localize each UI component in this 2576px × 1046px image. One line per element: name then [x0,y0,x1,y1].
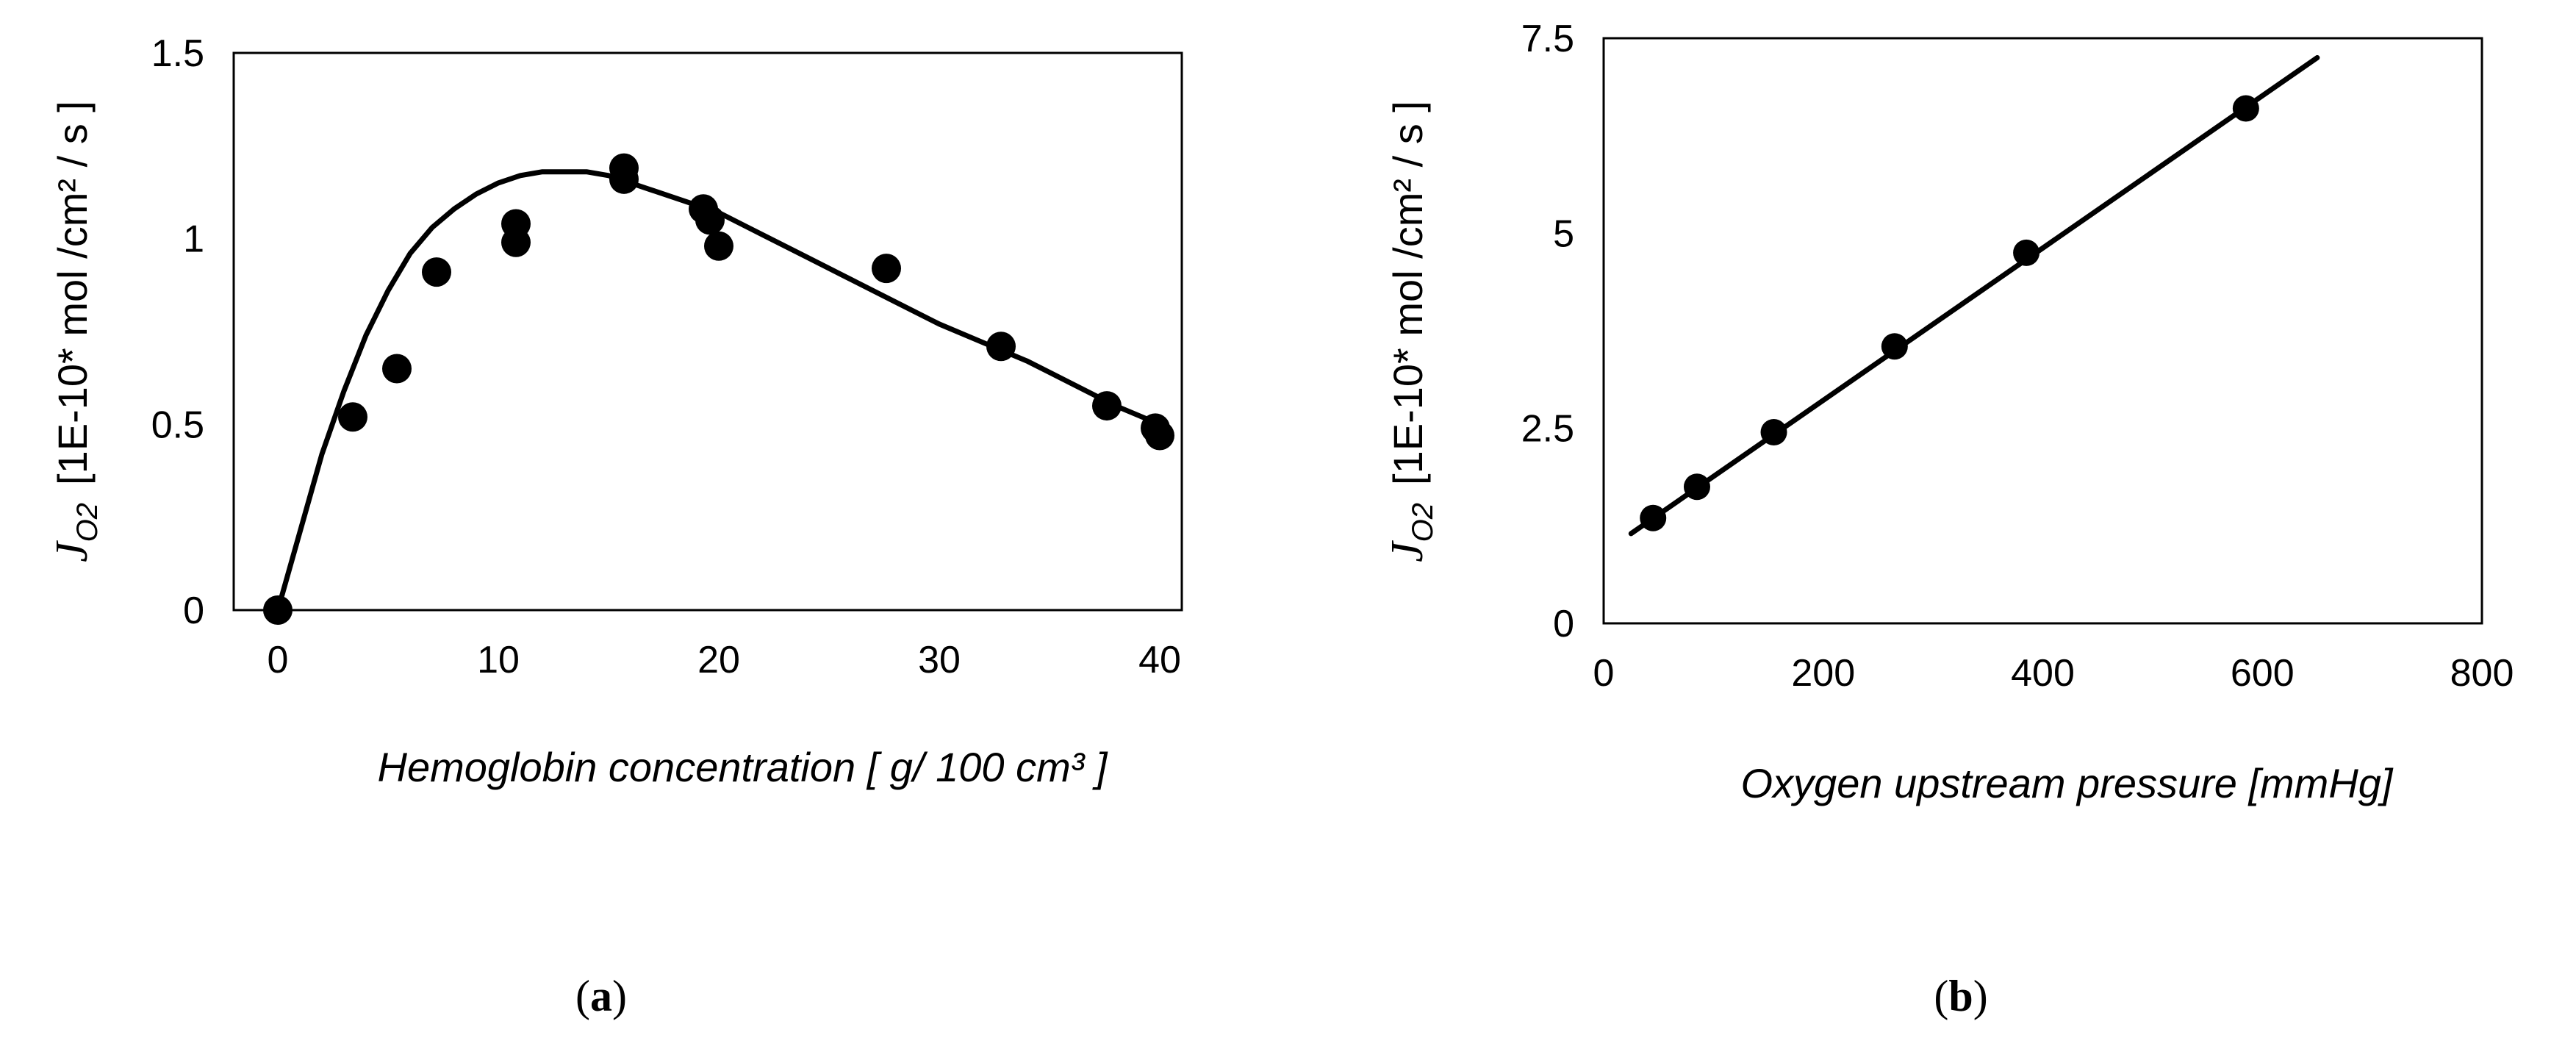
y-tick-label: 0 [1553,603,1574,645]
x-tick-label: 0 [268,639,289,681]
y-tick-label: 5 [1553,212,1574,255]
data-point [382,354,412,384]
data-point [704,231,733,261]
x-axis-title-b: Oxygen upstream pressure [mmHg] [1741,760,2394,806]
x-tick-label: 800 [2450,652,2514,695]
y-axis-unit-a: [1E-10* mol /cm² / s ] [49,101,96,485]
x-tick-label: 200 [1791,652,1855,695]
data-point [263,595,293,625]
y-axis-title-b: JO2 [1E-10* mol /cm² / s ] [1382,101,1439,562]
panel-label-b: (b) [1934,972,1987,1020]
x-tick-labels-b: 0 200 400 600 800 [1593,652,2514,695]
data-point [1683,473,1710,501]
x-tick-label: 20 [697,639,740,681]
y-axis-subscript-a: O2 [71,503,104,542]
y-axis-subscript-b: O2 [1407,503,1439,542]
data-point [986,332,1016,362]
data-point [501,227,531,257]
y-tick-label: 0.5 [151,404,204,446]
series-line [275,169,1163,613]
chart-panel-a: 0 0.5 1 1.5 0 10 20 30 40 Hemoglobin concentrat… [47,32,1183,1020]
x-tick-label: 400 [2011,652,2075,695]
data-point [1760,418,1787,445]
data-points-b [1640,95,2259,531]
x-tick-label: 10 [477,639,520,681]
y-tick-labels-a: 0 0.5 1 1.5 [151,32,204,632]
panel-label-a: (a) [575,972,627,1020]
x-axis-title-a: Hemoglobin concentration [ g/ 100 cm³ ] [378,744,1108,790]
y-tick-label: 1 [183,218,204,261]
y-axis-unit-b: [1E-10* mol /cm² / s ] [1385,101,1431,485]
data-point [695,205,725,235]
y-axis-title-a: JO2 [1E-10* mol /cm² / s ] [47,101,104,562]
data-point [422,257,451,287]
y-tick-label: 1.5 [151,32,204,75]
data-point [2013,239,2040,266]
y-axis-symbol-b: J [1382,540,1432,562]
y-axis-symbol-a: J [47,540,97,562]
data-point [1881,333,1908,360]
svg-text:JO2[1E-10* mol /cm² / s ]: JO2 [1E-10* mol /cm² / s ] [47,101,104,562]
data-point [338,402,367,432]
fit-curve-a [275,169,1163,613]
x-tick-labels-a: 0 10 20 30 40 [268,639,1181,681]
x-tick-label: 600 [2231,652,2295,695]
y-tick-label: 7.5 [1521,18,1574,60]
x-tick-label: 40 [1138,639,1181,681]
y-tick-label: 0 [183,590,204,632]
series-line [1628,55,2320,537]
x-tick-label: 0 [1593,652,1615,695]
chart-panel-b: 0 2.5 5 7.5 0 200 400 600 800 Oxygen upstream p… [1382,18,2514,1020]
data-point [1640,504,1667,531]
x-tick-label: 30 [918,639,961,681]
fit-line-b [1628,55,2320,537]
data-point [609,164,639,194]
data-point [2232,95,2259,122]
data-point [1145,420,1174,451]
y-tick-label: 2.5 [1521,408,1574,451]
data-points-a [263,153,1174,625]
y-tick-labels-b: 0 2.5 5 7.5 [1521,18,1574,645]
data-point [872,254,901,284]
plot-area-a [232,51,1183,612]
data-point [1092,391,1122,421]
plot-area-b [1602,37,2483,625]
svg-text:JO2[1E-10* mol /cm² / s ]: JO2 [1E-10* mol /cm² / s ] [1382,101,1439,562]
